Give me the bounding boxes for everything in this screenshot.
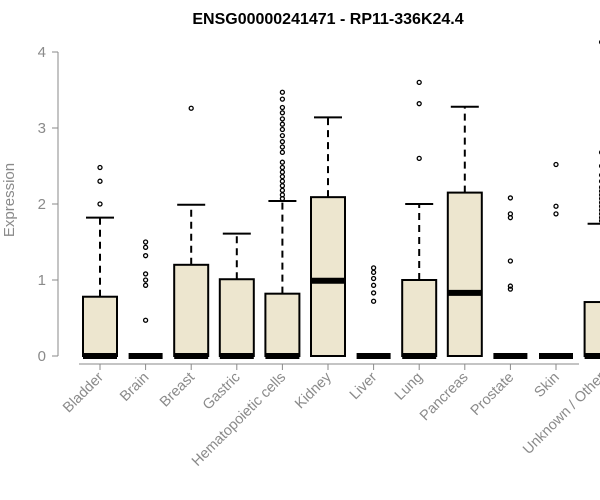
x-tick-label: Lung [392,370,426,404]
x-tick-label: Gastric [200,370,244,414]
outlier-point [142,317,149,323]
x-tick-label: Pancreas [417,370,472,425]
outlier-point [279,104,286,111]
outlier-point [279,139,286,145]
outlier-point [370,290,377,296]
box-group [493,195,528,359]
outlier-point [279,144,286,150]
outlier-point [142,239,149,245]
y-tick-label: 4 [38,44,46,61]
x-tick-label: Kidney [292,369,335,412]
outlier-point [279,173,286,180]
box-group [128,239,163,359]
y-ticks: 0 1 2 3 4 [38,44,58,365]
outlier-point [142,282,149,288]
outlier-point [370,298,377,304]
outlier-point [279,126,286,133]
outlier-point [97,164,103,171]
x-tick-label: Breast [157,370,198,411]
outlier-point [370,282,377,288]
iqr-box [446,191,483,357]
y-tick-label: 2 [38,196,46,213]
box-group [264,89,301,359]
outlier-point [370,269,377,276]
outlier-point [279,89,286,95]
outlier-point [142,277,149,283]
outlier-point [507,286,514,292]
outlier-point [279,110,286,116]
x-tick-label: Skin [532,370,563,401]
box-group [82,164,118,359]
outlier-point [279,169,286,175]
outlier-point [279,178,286,184]
outlier-point [553,203,559,209]
box-group [446,105,483,357]
y-tick-label: 1 [38,272,46,289]
outlier-point [188,105,194,111]
iqr-box [401,279,438,357]
box-group [356,265,391,359]
iqr-box [173,263,210,357]
chart-title: ENSG00000241471 - RP11-336K24.4 [192,11,463,28]
outlier-point [142,244,149,250]
x-tick-label: Liver [347,369,381,403]
x-tick-label: Bladder [60,369,107,416]
outlier-point [416,155,422,162]
box-group [539,161,573,359]
outlier-point [507,258,514,264]
outlier-point [97,178,103,184]
outlier-point [553,211,559,217]
box-group [401,79,438,359]
outlier-point [279,96,286,102]
outlier-point [97,201,103,207]
outlier-point [370,265,377,271]
outlier-point [279,164,286,171]
outlier-point [553,161,559,168]
boxes [82,40,600,359]
outlier-point [507,283,514,289]
y-tick-label: 3 [38,120,46,137]
iqr-box [583,301,600,358]
box-group [218,232,255,359]
box-group [583,40,600,359]
x-tick-label: Brain [117,370,152,405]
outlier-point [279,159,286,165]
outlier-point [507,195,514,201]
iqr-box [82,295,118,357]
box-group [310,116,346,357]
x-tick-label: Prostate [468,370,517,419]
outlier-point [279,132,286,139]
y-axis-label: Expression [1,163,18,237]
iqr-box [218,278,255,357]
iqr-box [310,196,346,357]
outlier-point [142,271,149,277]
outlier-point [279,192,286,198]
outlier-point [142,253,149,259]
outlier-point [416,79,422,86]
outlier-point [507,211,514,217]
box-group [173,105,210,359]
outlier-point [279,187,286,193]
iqr-box [264,292,301,357]
outlier-point [279,149,286,155]
outlier-point [279,121,286,127]
y-tick-label: 0 [38,348,46,365]
outlier-point [279,116,286,122]
outlier-point [370,275,377,282]
outlier-point [416,101,422,107]
outlier-point [279,183,286,189]
